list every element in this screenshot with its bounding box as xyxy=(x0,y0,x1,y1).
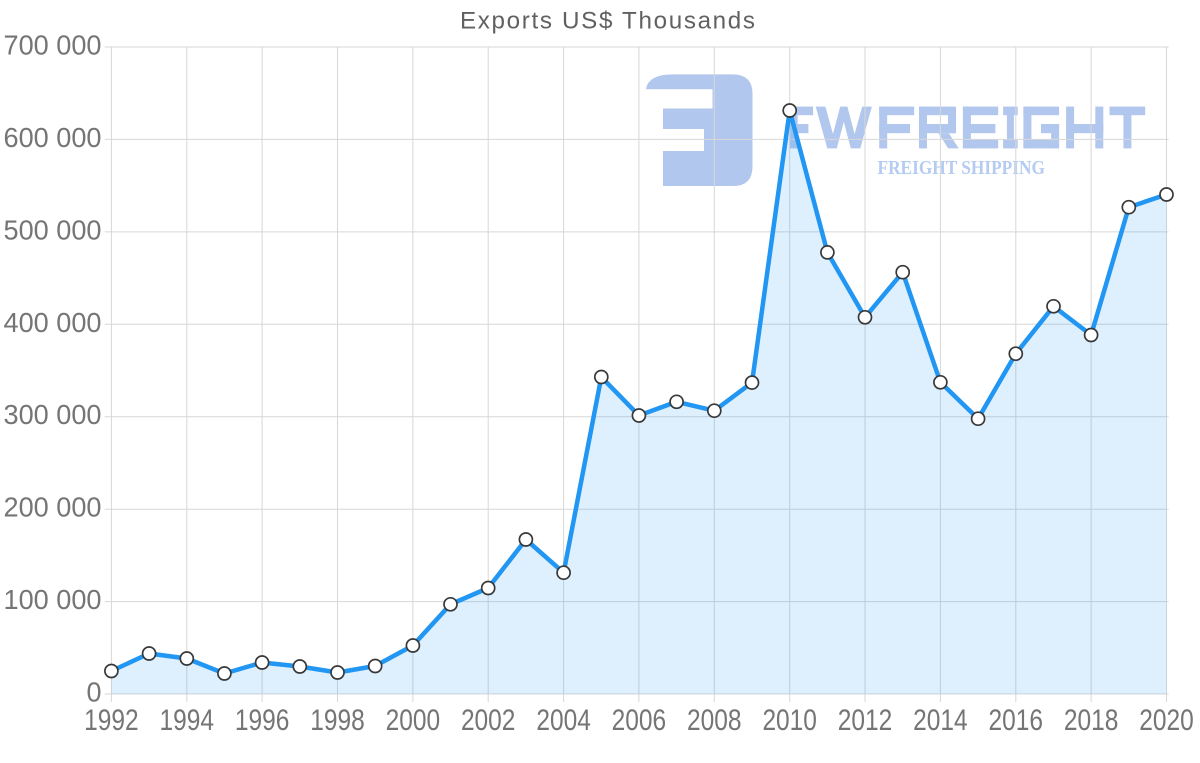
svg-text:2008: 2008 xyxy=(687,704,742,737)
svg-text:1992: 1992 xyxy=(84,704,139,737)
svg-text:500 000: 500 000 xyxy=(4,214,102,245)
svg-text:2006: 2006 xyxy=(612,704,667,737)
svg-text:400 000: 400 000 xyxy=(4,307,102,338)
svg-text:100 000: 100 000 xyxy=(4,584,102,615)
svg-text:2004: 2004 xyxy=(536,704,591,737)
svg-text:FREIGHT SHIPPING: FREIGHT SHIPPING xyxy=(878,158,1045,179)
svg-text:700 000: 700 000 xyxy=(4,30,102,61)
svg-text:2010: 2010 xyxy=(762,704,817,737)
svg-text:1996: 1996 xyxy=(235,704,290,737)
svg-text:2014: 2014 xyxy=(913,704,968,737)
svg-text:1994: 1994 xyxy=(160,704,215,737)
svg-text:2002: 2002 xyxy=(461,704,516,737)
svg-text:2018: 2018 xyxy=(1064,704,1119,737)
svg-text:2012: 2012 xyxy=(838,704,893,737)
svg-text:2020: 2020 xyxy=(1139,704,1194,737)
svg-text:300 000: 300 000 xyxy=(4,399,102,430)
svg-text:2016: 2016 xyxy=(989,704,1044,737)
svg-text:Exports US$ Thousands: Exports US$ Thousands xyxy=(460,7,755,34)
svg-text:1998: 1998 xyxy=(310,704,365,737)
svg-text:2000: 2000 xyxy=(386,704,441,737)
svg-text:600 000: 600 000 xyxy=(4,122,102,153)
svg-text:200 000: 200 000 xyxy=(4,492,102,523)
svg-text:0: 0 xyxy=(87,677,102,708)
